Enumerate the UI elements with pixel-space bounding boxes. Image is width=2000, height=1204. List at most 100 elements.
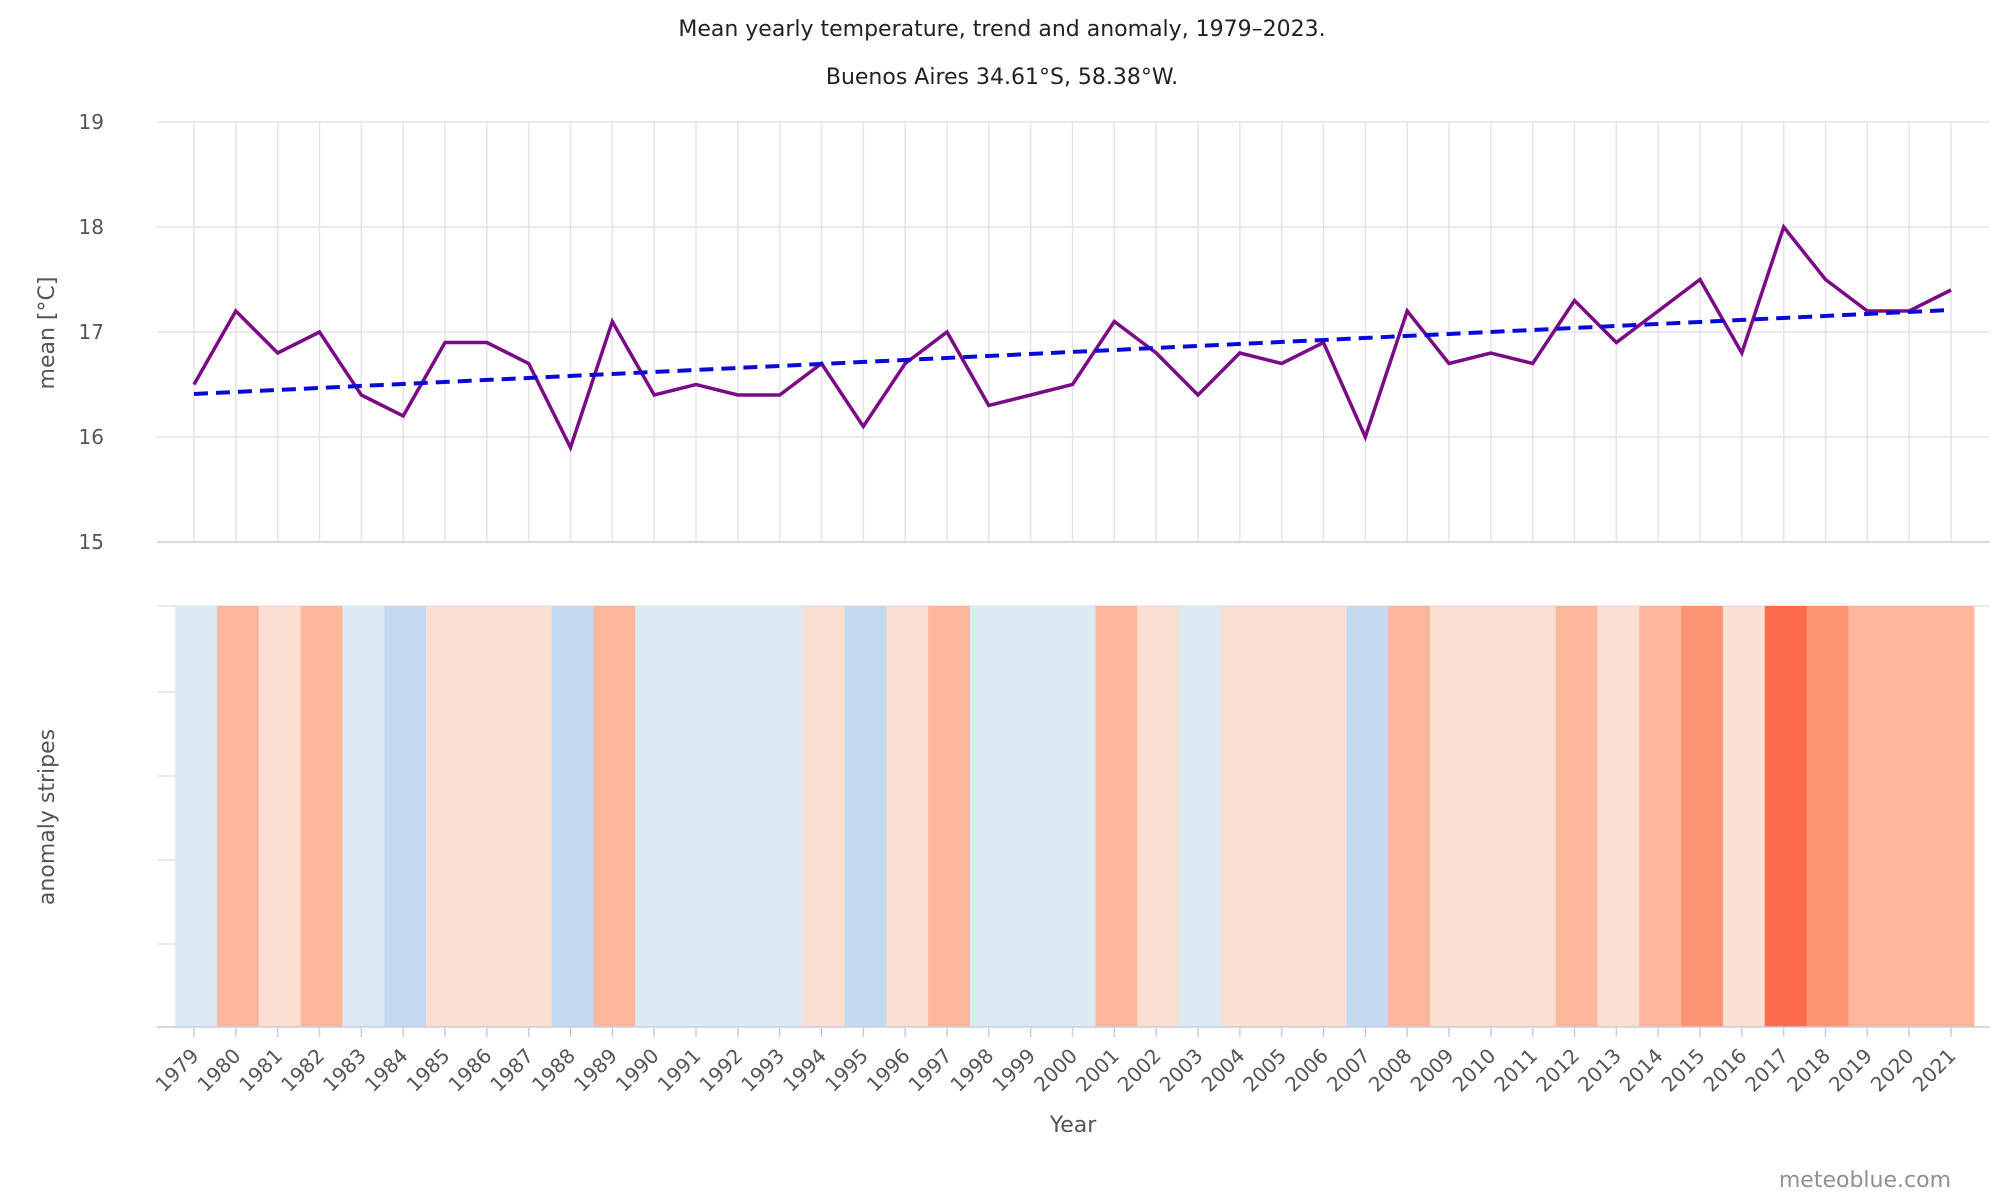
anomaly-stripe bbox=[467, 606, 511, 1027]
x-tick-label: 1993 bbox=[736, 1044, 789, 1097]
x-tick-label: 2002 bbox=[1113, 1044, 1166, 1097]
mean-temperature-point bbox=[442, 340, 448, 346]
mean-temperature-line bbox=[192, 223, 1952, 453]
anomaly-stripe bbox=[1095, 606, 1138, 1027]
x-tick-label: 1981 bbox=[234, 1044, 287, 1097]
anomaly-stripe bbox=[1597, 606, 1640, 1027]
x-tick-label: 2012 bbox=[1531, 1044, 1584, 1097]
anomaly-stripe bbox=[635, 606, 678, 1027]
mean-temperature-point bbox=[275, 350, 281, 356]
x-tick-label: 1996 bbox=[862, 1044, 915, 1097]
y-tick-label: 16 bbox=[79, 425, 104, 449]
trend-line bbox=[193, 307, 1952, 396]
x-tick-label: 2008 bbox=[1364, 1044, 1417, 1097]
mean-temperature-point bbox=[986, 403, 992, 409]
anomaly-stripe bbox=[1764, 606, 1808, 1027]
anomaly-stripe bbox=[928, 606, 971, 1027]
mean-temperature-point bbox=[1279, 361, 1285, 367]
x-tick-label: 2013 bbox=[1573, 1044, 1626, 1097]
anomaly-stripe bbox=[1890, 606, 1933, 1027]
x-tick-label: 2007 bbox=[1322, 1044, 1375, 1097]
y-tick-label: 15 bbox=[79, 530, 104, 554]
anomaly-stripe bbox=[802, 606, 846, 1027]
x-tick-label: 1980 bbox=[192, 1044, 245, 1097]
mean-temperature-point bbox=[1613, 340, 1619, 346]
anomaly-stripe bbox=[1681, 606, 1724, 1027]
x-tick-label: 1990 bbox=[611, 1044, 664, 1097]
anomaly-stripe bbox=[175, 606, 218, 1027]
mean-temperature-point bbox=[1195, 392, 1201, 398]
y-axis-label: mean [°C] bbox=[35, 277, 60, 390]
x-tick-label: 1997 bbox=[904, 1044, 957, 1097]
x-tick-label: 1987 bbox=[485, 1044, 538, 1097]
x-tick-label: 2021 bbox=[1908, 1044, 1961, 1097]
mean-temperature-point bbox=[1948, 287, 1954, 293]
x-axis-label: Year bbox=[1049, 1113, 1098, 1138]
x-tick-label: 1979 bbox=[151, 1044, 204, 1097]
x-tick-label: 2016 bbox=[1698, 1044, 1751, 1097]
y-tick-label: 19 bbox=[79, 110, 104, 134]
mean-temperature-point bbox=[191, 382, 197, 388]
mean-temperature-point bbox=[1446, 361, 1452, 367]
stripes-axis-label: anomaly stripes bbox=[35, 729, 60, 905]
anomaly-stripe bbox=[300, 606, 344, 1027]
anomaly-stripe bbox=[844, 606, 887, 1027]
mean-temperature-point bbox=[860, 424, 866, 430]
anomaly-stripe bbox=[760, 606, 804, 1027]
mean-temperature-point bbox=[400, 413, 406, 419]
x-tick-label: 1995 bbox=[820, 1044, 873, 1097]
chart-subtitle: Buenos Aires 34.61°S, 58.38°W. bbox=[826, 65, 1178, 90]
mean-temperature-point bbox=[1697, 277, 1703, 283]
chart-title: Mean yearly temperature, trend and anoma… bbox=[678, 17, 1325, 42]
anomaly-stripe bbox=[258, 606, 302, 1027]
series bbox=[191, 223, 1954, 453]
anomaly-stripe bbox=[1848, 606, 1891, 1027]
anomaly-stripe bbox=[1639, 606, 1682, 1027]
mean-temperature-point bbox=[568, 445, 574, 451]
y-tick-label: 18 bbox=[79, 215, 104, 239]
mean-temperature-point bbox=[1111, 319, 1117, 325]
anomaly-stripe bbox=[1806, 606, 1850, 1027]
x-tick-label: 1991 bbox=[653, 1044, 706, 1097]
anomaly-stripe bbox=[1137, 606, 1180, 1027]
x-tick-label: 1984 bbox=[360, 1044, 413, 1097]
mean-temperature-point bbox=[1488, 350, 1494, 356]
x-tick-label: 1989 bbox=[569, 1044, 622, 1097]
mean-temperature-point bbox=[1070, 382, 1076, 388]
x-tick-label: 2005 bbox=[1238, 1044, 1291, 1097]
anomaly-stripe bbox=[1388, 606, 1431, 1027]
mean-temperature-point bbox=[1404, 308, 1410, 314]
anomaly-stripe bbox=[1722, 606, 1766, 1027]
x-tick-label: 1992 bbox=[694, 1044, 747, 1097]
x-tick-label: 1986 bbox=[443, 1044, 496, 1097]
x-tick-label: 1999 bbox=[987, 1044, 1040, 1097]
x-tick-label: 2017 bbox=[1740, 1044, 1793, 1097]
anomaly-stripe bbox=[1262, 606, 1306, 1027]
x-tick-label: 2009 bbox=[1406, 1044, 1459, 1097]
mean-temperature-point bbox=[735, 392, 741, 398]
anomaly-stripe bbox=[342, 606, 385, 1027]
anomaly-stripe bbox=[1179, 606, 1222, 1027]
anomaly-stripe bbox=[1304, 606, 1348, 1027]
anomaly-stripe bbox=[1346, 606, 1389, 1027]
x-tick-label: 1998 bbox=[945, 1044, 998, 1097]
anomaly-stripe bbox=[509, 606, 553, 1027]
mean-temperature-point bbox=[1655, 308, 1661, 314]
anomaly-stripe bbox=[969, 606, 1013, 1027]
anomaly-stripe bbox=[426, 606, 469, 1027]
mean-temperature-point bbox=[484, 340, 490, 346]
anomaly-stripe bbox=[1053, 606, 1097, 1027]
grid-lines bbox=[157, 121, 1990, 945]
anomaly-stripe bbox=[1513, 606, 1557, 1027]
anomaly-stripe bbox=[216, 606, 260, 1027]
x-tick-label: 2020 bbox=[1866, 1044, 1919, 1097]
x-tick-label: 1988 bbox=[527, 1044, 580, 1097]
x-tick-label: 2018 bbox=[1782, 1044, 1835, 1097]
anomaly-stripe bbox=[551, 606, 595, 1027]
mean-temperature-point bbox=[1781, 224, 1787, 230]
mean-temperature-point bbox=[358, 392, 364, 398]
anomaly-stripes bbox=[175, 606, 1975, 1027]
mean-temperature-point bbox=[1153, 350, 1159, 356]
mean-temperature-point bbox=[1530, 361, 1536, 367]
